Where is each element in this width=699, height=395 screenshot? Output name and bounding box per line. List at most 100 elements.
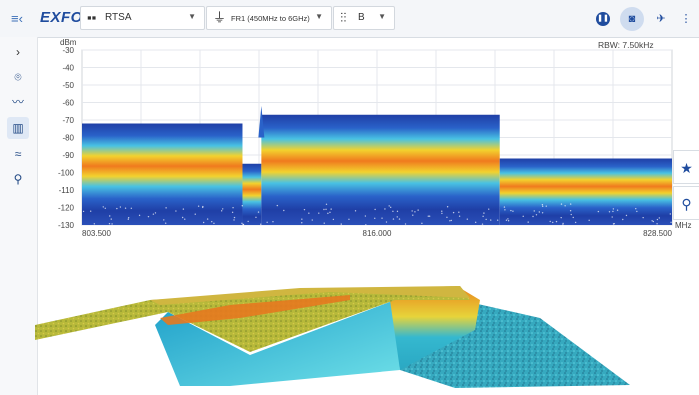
x-tick-label: 803.500 bbox=[82, 229, 111, 238]
noise-speckle bbox=[635, 208, 636, 209]
noise-speckle bbox=[550, 221, 551, 222]
noise-speckle bbox=[183, 208, 184, 209]
noise-speckle bbox=[598, 211, 599, 212]
noise-speckle bbox=[312, 219, 313, 220]
noise-speckle bbox=[109, 215, 110, 216]
x-tick-label: 828.500 bbox=[643, 229, 672, 238]
noise-speckle bbox=[255, 217, 256, 218]
noise-speckle bbox=[412, 215, 413, 216]
noise-speckle bbox=[131, 208, 132, 209]
noise-speckle bbox=[588, 220, 589, 221]
noise-speckle bbox=[213, 223, 214, 224]
y-tick-label: -60 bbox=[62, 99, 74, 108]
noise-speckle bbox=[441, 213, 442, 214]
noise-speckle bbox=[348, 219, 349, 220]
noise-speckle bbox=[510, 210, 511, 211]
noise-speckle bbox=[128, 217, 129, 218]
y-tick-label: -100 bbox=[58, 169, 75, 178]
y-tick-label: -80 bbox=[62, 134, 74, 143]
signal-band-4 bbox=[500, 159, 672, 226]
noise-speckle bbox=[333, 219, 334, 220]
noise-speckle bbox=[232, 207, 233, 208]
noise-speckle bbox=[532, 216, 533, 217]
noise-speckle bbox=[103, 206, 104, 207]
noise-speckle bbox=[381, 217, 382, 218]
noise-speckle bbox=[656, 223, 657, 224]
noise-speckle bbox=[241, 223, 242, 224]
noise-speckle bbox=[449, 220, 450, 221]
noise-speckle bbox=[475, 222, 476, 223]
noise-speckle bbox=[613, 223, 614, 224]
noise-speckle bbox=[165, 207, 166, 208]
noise-speckle bbox=[232, 212, 233, 213]
noise-speckle bbox=[659, 217, 660, 218]
noise-speckle bbox=[556, 221, 557, 222]
noise-speckle bbox=[392, 211, 393, 212]
noise-speckle bbox=[165, 223, 166, 224]
noise-speckle bbox=[203, 222, 204, 223]
noise-speckle bbox=[414, 211, 415, 212]
noise-speckle bbox=[184, 219, 185, 220]
x-tick-label: 816.000 bbox=[363, 229, 392, 238]
noise-speckle bbox=[198, 205, 199, 206]
noise-speckle bbox=[657, 219, 658, 220]
noise-speckle bbox=[542, 206, 543, 207]
y-tick-label: -110 bbox=[59, 186, 75, 195]
noise-speckle bbox=[128, 219, 129, 220]
noise-speckle bbox=[243, 224, 244, 225]
noise-speckle bbox=[301, 218, 302, 219]
noise-speckle bbox=[485, 219, 486, 220]
noise-speckle bbox=[222, 208, 223, 209]
noise-speckle bbox=[504, 209, 505, 210]
y-tick-labels: -30-40-50-60-70-80-90-100-110-120-130 bbox=[58, 46, 75, 230]
noise-speckle bbox=[272, 221, 273, 222]
noise-speckle bbox=[211, 221, 212, 222]
noise-speckle bbox=[301, 222, 302, 223]
waterfall-3d-view bbox=[35, 286, 630, 388]
noise-speckle bbox=[539, 211, 540, 212]
noise-speckle bbox=[653, 221, 654, 222]
y-tick-label: -70 bbox=[62, 116, 74, 125]
noise-speckle bbox=[571, 214, 572, 215]
noise-speckle bbox=[308, 213, 309, 214]
noise-speckle bbox=[207, 218, 208, 219]
noise-speckle bbox=[247, 221, 248, 222]
noise-speckle bbox=[467, 218, 468, 219]
noise-speckle bbox=[384, 208, 385, 209]
noise-speckle bbox=[324, 222, 325, 223]
noise-speckle bbox=[90, 211, 91, 212]
noise-speckle bbox=[330, 208, 331, 209]
noise-speckle bbox=[327, 213, 328, 214]
noise-speckle bbox=[429, 216, 430, 217]
noise-speckle bbox=[388, 205, 389, 206]
noise-speckle bbox=[390, 207, 391, 208]
noise-speckle bbox=[405, 223, 406, 224]
noise-speckle bbox=[411, 210, 412, 211]
signal-band-1 bbox=[82, 124, 242, 226]
noise-speckle bbox=[120, 206, 121, 207]
noise-speckle bbox=[234, 217, 235, 218]
noise-speckle bbox=[374, 218, 375, 219]
noise-speckle bbox=[446, 217, 447, 218]
noise-speckle bbox=[163, 219, 164, 220]
noise-speckle bbox=[542, 212, 543, 213]
location-marker-icon[interactable]: ⚲ bbox=[673, 186, 699, 220]
noise-speckle bbox=[642, 217, 643, 218]
noise-speckle bbox=[552, 222, 553, 223]
noise-speckle bbox=[221, 210, 222, 211]
noise-speckle bbox=[326, 204, 327, 205]
noise-speckle bbox=[507, 218, 508, 219]
noise-speckle bbox=[155, 212, 156, 213]
noise-speckle bbox=[570, 210, 571, 211]
noise-speckle bbox=[355, 210, 356, 211]
noise-speckle bbox=[508, 220, 509, 221]
noise-speckle bbox=[386, 221, 387, 222]
marker-star-icon[interactable]: ★ bbox=[673, 150, 699, 184]
noise-speckle bbox=[111, 218, 112, 219]
noise-speckle bbox=[116, 208, 117, 209]
noise-speckle bbox=[233, 219, 234, 220]
noise-speckle bbox=[153, 213, 154, 214]
noise-speckle bbox=[670, 213, 671, 214]
noise-speckle bbox=[651, 220, 652, 221]
